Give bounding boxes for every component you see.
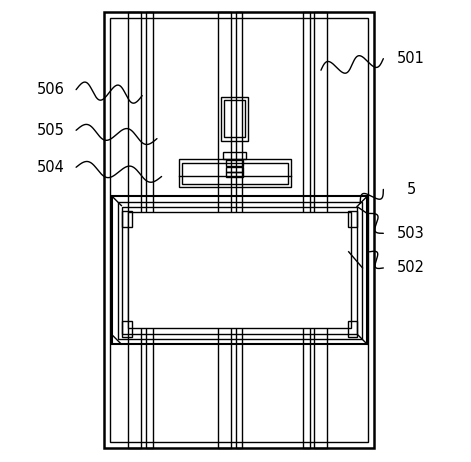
Bar bbox=[226, 172, 244, 177]
Bar bbox=[223, 152, 246, 159]
Text: 504: 504 bbox=[37, 160, 65, 175]
Bar bbox=[122, 211, 131, 227]
Bar bbox=[314, 12, 327, 448]
Bar bbox=[118, 202, 362, 339]
Bar bbox=[348, 211, 357, 227]
Text: 5: 5 bbox=[406, 182, 416, 197]
Bar bbox=[224, 100, 245, 137]
Bar bbox=[218, 12, 231, 448]
Text: 503: 503 bbox=[397, 226, 425, 241]
Bar bbox=[122, 321, 131, 337]
Bar bbox=[226, 160, 244, 166]
Text: 505: 505 bbox=[37, 123, 65, 138]
Bar bbox=[128, 212, 351, 328]
Bar bbox=[122, 207, 357, 334]
Bar bbox=[303, 12, 310, 448]
Bar bbox=[179, 159, 291, 187]
Bar bbox=[236, 12, 243, 448]
Bar bbox=[226, 167, 244, 172]
Text: 506: 506 bbox=[37, 82, 65, 97]
Bar bbox=[182, 163, 288, 184]
Text: 502: 502 bbox=[397, 261, 425, 275]
Bar bbox=[348, 321, 357, 337]
Bar bbox=[110, 18, 368, 442]
Bar bbox=[221, 97, 248, 141]
Bar bbox=[112, 196, 367, 344]
Bar bbox=[146, 12, 153, 448]
Bar bbox=[128, 12, 141, 448]
Bar bbox=[104, 12, 374, 448]
Text: 501: 501 bbox=[397, 51, 425, 66]
